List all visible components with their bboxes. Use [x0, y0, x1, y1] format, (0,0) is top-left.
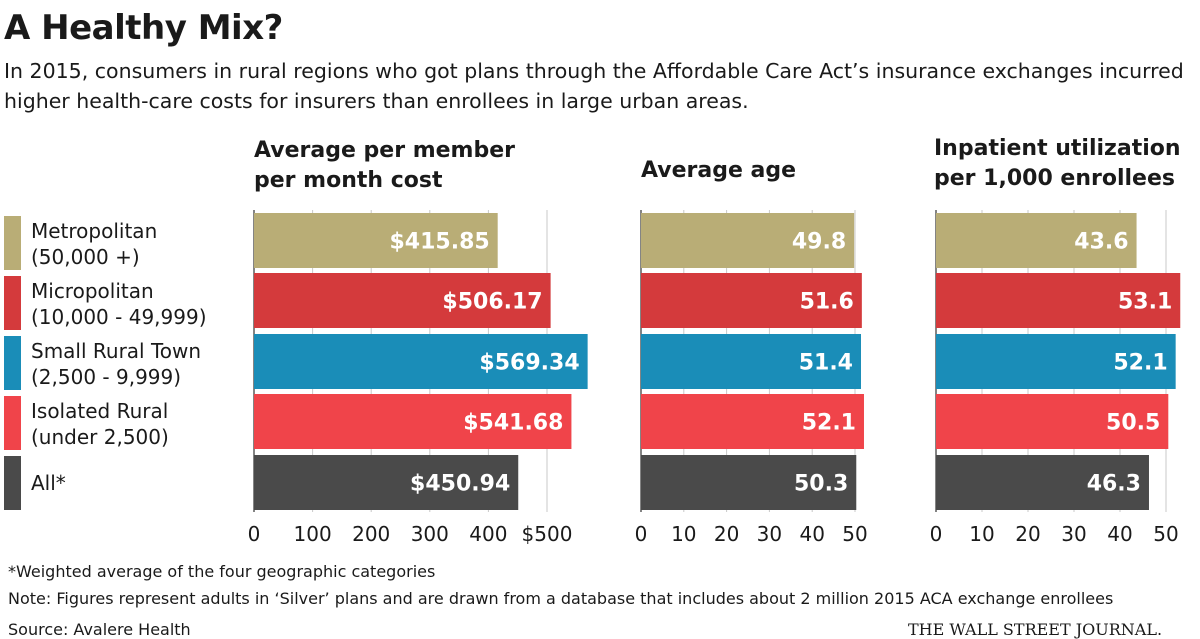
tick-label: 0	[930, 522, 943, 546]
tick-label: 40	[799, 522, 824, 546]
bar	[641, 273, 862, 328]
legend-label: Isolated Rural (under 2,500)	[31, 399, 169, 449]
legend-swatch	[4, 276, 21, 330]
data-label: 50.3	[794, 472, 848, 497]
tick-label: 10	[671, 522, 696, 546]
bar	[936, 455, 1149, 510]
page-title: A Healthy Mix?	[4, 8, 283, 48]
tick-label: $500	[522, 522, 573, 546]
data-label: 51.6	[800, 290, 854, 315]
bar	[254, 213, 498, 268]
tick-label: 400	[469, 522, 507, 546]
chart-title-cost: Average per member per month cost	[254, 138, 515, 193]
legend-label: Small Rural Town (2,500 - 9,999)	[31, 339, 202, 389]
data-label: $569.34	[479, 351, 579, 376]
subtitle: In 2015, consumers in rural regions who …	[4, 59, 1184, 113]
chart-title-age: Average age	[641, 158, 797, 183]
tick-label: 0	[248, 522, 261, 546]
data-label: $450.94	[410, 472, 510, 497]
data-label: 52.1	[802, 411, 856, 436]
data-label: 50.5	[1106, 411, 1160, 436]
tick-label: 50	[842, 522, 867, 546]
tick-label: 10	[969, 522, 994, 546]
tick-label: 30	[757, 522, 782, 546]
footnote: *Weighted average of the four geographic…	[8, 562, 436, 581]
data-label: 46.3	[1087, 472, 1141, 497]
legend-swatch	[4, 216, 21, 270]
note: Note: Figures represent adults in ‘Silve…	[8, 589, 1114, 608]
tick-label: 0	[635, 522, 648, 546]
legend-label: All*	[31, 471, 66, 495]
bar	[641, 213, 855, 268]
legend-label: Metropolitan (50,000 +)	[31, 219, 158, 269]
data-label: $541.68	[463, 411, 563, 436]
bar	[641, 334, 861, 389]
legend-swatch	[4, 456, 21, 510]
bar	[641, 394, 864, 449]
data-label: 49.8	[792, 230, 846, 255]
data-label: 43.6	[1074, 230, 1128, 255]
tick-label: 300	[411, 522, 449, 546]
data-label: 53.1	[1118, 290, 1172, 315]
tick-label: 30	[1061, 522, 1086, 546]
legend-label: Micropolitan (10,000 - 49,999)	[31, 279, 207, 329]
bar	[936, 213, 1137, 268]
bar	[936, 273, 1181, 328]
legend-swatch	[4, 336, 21, 390]
chart-title-inpatient: Inpatient utilization per 1,000 enrollee…	[934, 136, 1181, 191]
bar	[936, 334, 1176, 389]
bar	[641, 455, 857, 510]
bar	[936, 394, 1169, 449]
tick-label: 50	[1153, 522, 1178, 546]
data-label: $506.17	[442, 290, 542, 315]
tick-label: 200	[352, 522, 390, 546]
data-label: 52.1	[1113, 351, 1167, 376]
tick-label: 20	[714, 522, 739, 546]
legend-swatch	[4, 396, 21, 450]
bar	[254, 394, 572, 449]
data-label: 51.4	[799, 351, 853, 376]
tick-label: 20	[1015, 522, 1040, 546]
tick-label: 40	[1107, 522, 1132, 546]
bar	[254, 455, 519, 510]
tick-label: 100	[294, 522, 332, 546]
bar	[254, 334, 588, 389]
bar	[254, 273, 551, 328]
data-label: $415.85	[389, 230, 489, 255]
